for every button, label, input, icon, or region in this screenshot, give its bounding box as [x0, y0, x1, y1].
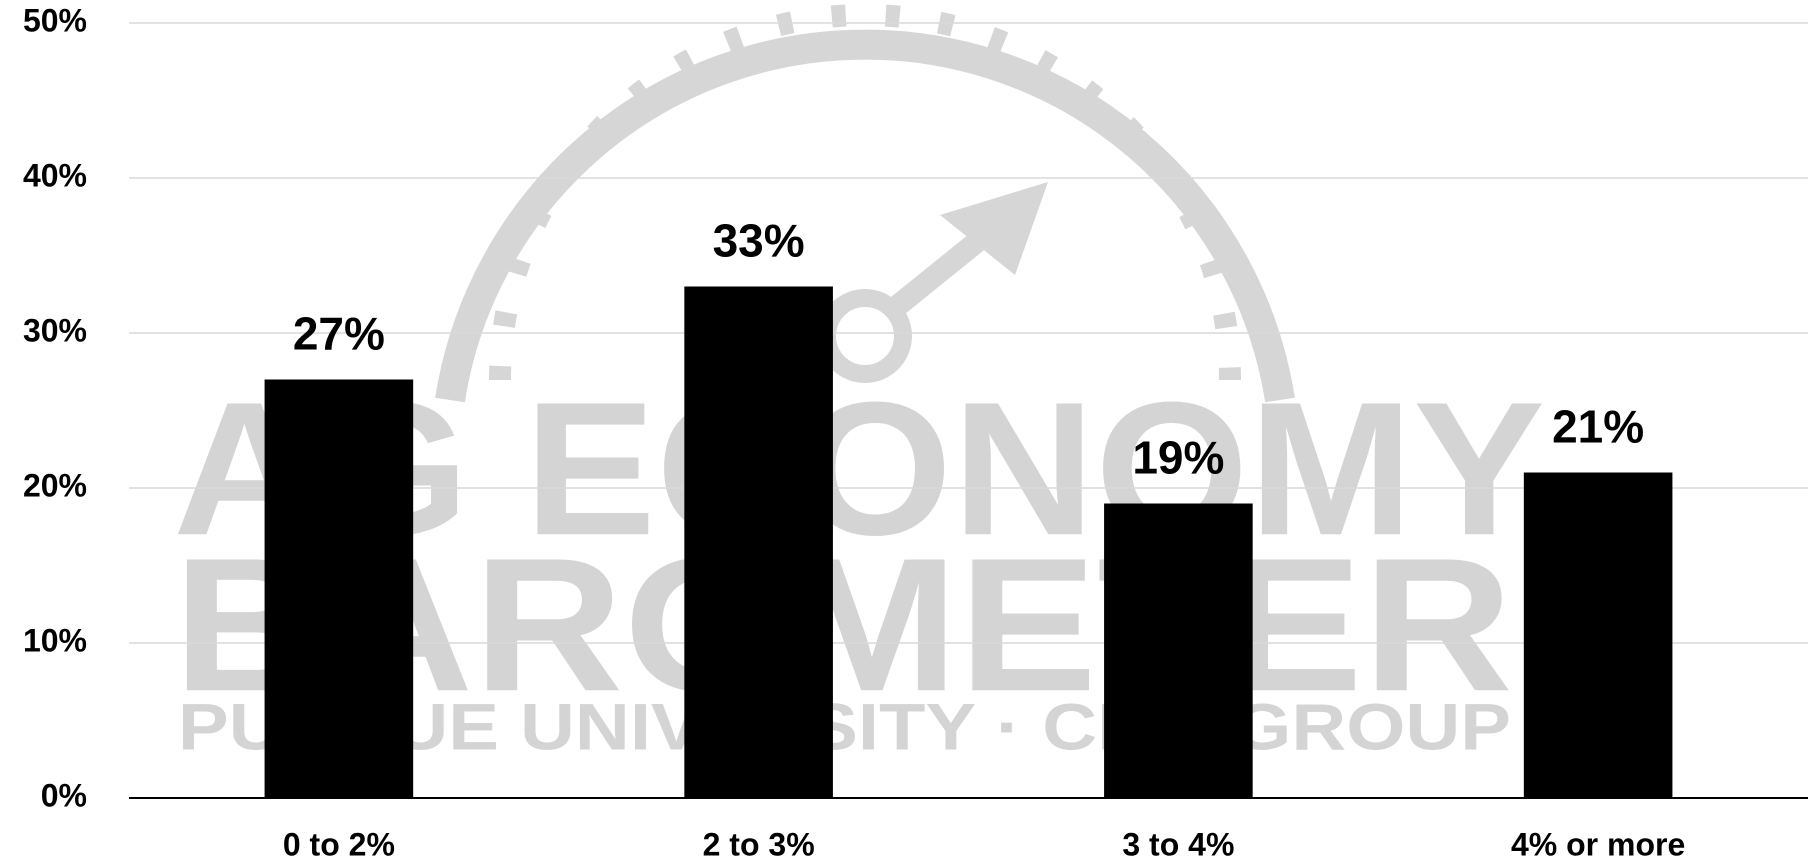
x-tick-label: 0 to 2% [283, 826, 395, 862]
value-label: 21% [1552, 401, 1644, 453]
bar [1104, 503, 1253, 798]
x-tick-label: 2 to 3% [703, 826, 815, 862]
value-label: 19% [1132, 432, 1224, 484]
y-tick-label: 50% [23, 2, 87, 38]
watermark-gauge-arc [435, 29, 1295, 403]
y-tick-label: 30% [23, 312, 87, 348]
y-tick-label: 20% [23, 467, 87, 503]
watermark-gauge-arrow [940, 182, 1048, 275]
value-label: 33% [713, 215, 805, 267]
watermark-gauge-ticks [489, 4, 1241, 381]
bar [1523, 472, 1673, 798]
x-tick-label: 3 to 4% [1122, 826, 1234, 862]
y-tick-label: 10% [23, 622, 87, 658]
bar [684, 286, 833, 798]
x-tick-label: 4% or more [1511, 826, 1685, 862]
value-label: 27% [293, 308, 385, 360]
y-tick-label: 0% [41, 777, 87, 813]
y-tick-label: 40% [23, 157, 87, 193]
bar [264, 379, 414, 798]
